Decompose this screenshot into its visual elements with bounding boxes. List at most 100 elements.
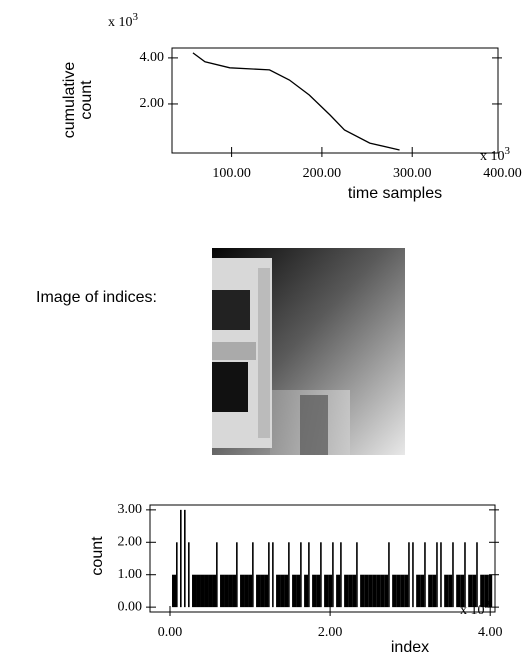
bar [212, 574, 217, 608]
bar [192, 574, 197, 608]
x-tick-label: 300.00 [393, 166, 432, 181]
bar [428, 574, 433, 608]
bar [468, 574, 473, 608]
bar [344, 574, 349, 608]
data-line [192, 52, 400, 151]
bar [372, 574, 377, 608]
bar [300, 542, 302, 608]
bar [384, 574, 389, 608]
x-axis-label: index [391, 639, 429, 656]
bar [360, 574, 365, 608]
y-axis-label-line: cumulative [61, 62, 78, 139]
bar [332, 542, 334, 608]
bar [240, 574, 245, 608]
bar [404, 574, 409, 608]
y-tick-label: 4.00 [140, 50, 165, 65]
bar [284, 574, 289, 608]
y-axis-label-line: count [89, 536, 106, 576]
y-axis-label: count [89, 536, 106, 576]
image-label: Image of indices: [36, 289, 157, 306]
bar [352, 574, 357, 608]
bar [480, 574, 485, 608]
y-tick-label: 3.00 [118, 502, 143, 517]
y-tick-label: 2.00 [118, 535, 143, 550]
bar [244, 574, 249, 608]
bar [272, 542, 274, 608]
bar [436, 542, 438, 608]
bar [376, 574, 381, 608]
index-image [212, 248, 405, 455]
bar [456, 574, 461, 608]
y-axis-label: cumulativecount [61, 62, 95, 139]
plot-frame [171, 47, 499, 154]
bar [320, 542, 322, 608]
bar [216, 542, 218, 608]
bar [432, 574, 437, 608]
bar [396, 574, 401, 608]
y-axis-label-line: count [78, 80, 95, 120]
bar [252, 542, 254, 608]
bar [388, 542, 390, 608]
bar [440, 542, 442, 608]
x-tick-label: 4.00 [478, 625, 503, 640]
x-tick-label: 2.00 [318, 625, 343, 640]
bar [324, 574, 329, 608]
bar [176, 542, 178, 608]
bar [364, 574, 369, 608]
multiplier-exponent: 3 [505, 145, 511, 157]
bar [424, 542, 426, 608]
bar [260, 574, 265, 608]
bar [312, 574, 317, 608]
bar [304, 574, 309, 608]
bar [380, 574, 385, 608]
bar [276, 574, 281, 608]
bar [256, 574, 261, 608]
bar [400, 574, 405, 608]
bar [228, 574, 233, 608]
y-tick-label: 1.00 [118, 567, 143, 582]
multiplier-base: x 10 [460, 603, 485, 618]
bar [296, 574, 301, 608]
bar [232, 574, 237, 608]
bar [184, 509, 186, 608]
bar [200, 574, 205, 608]
bar [208, 574, 213, 608]
bar [476, 542, 478, 608]
x-tick-label: 200.00 [303, 166, 342, 181]
x-tick-label: 400.00 [483, 166, 522, 181]
x-tick-label: 0.00 [158, 625, 183, 640]
bar [392, 574, 397, 608]
bar [460, 574, 465, 608]
bar [172, 574, 177, 608]
bar [340, 542, 342, 608]
multiplier: x 103 [480, 145, 511, 164]
bar [288, 542, 290, 608]
x-axis-label: time samples [348, 185, 442, 202]
bar [488, 574, 493, 608]
bar [336, 574, 341, 608]
plot-frame [149, 504, 496, 613]
y-tick-label: 2.00 [140, 96, 165, 111]
bar [412, 542, 414, 608]
plots: 2.00 4.00 100.00 200.00 300.00 400.00 cumulati… [61, 11, 522, 656]
bar [452, 542, 454, 608]
bar [280, 574, 285, 608]
multiplier: x 103 [108, 11, 139, 30]
bar [180, 509, 182, 608]
bar [368, 574, 373, 608]
bar [348, 574, 353, 608]
bar [448, 574, 453, 608]
bar [316, 574, 321, 608]
bar [308, 542, 310, 608]
bar [472, 574, 477, 608]
x-tick-label: 100.00 [212, 166, 251, 181]
bar [264, 574, 269, 608]
y-tick-label: 0.00 [118, 599, 143, 614]
bar [188, 542, 190, 608]
bar [444, 574, 449, 608]
bar [464, 542, 466, 608]
bar [220, 574, 225, 608]
bar [420, 574, 425, 608]
bar [224, 574, 229, 608]
